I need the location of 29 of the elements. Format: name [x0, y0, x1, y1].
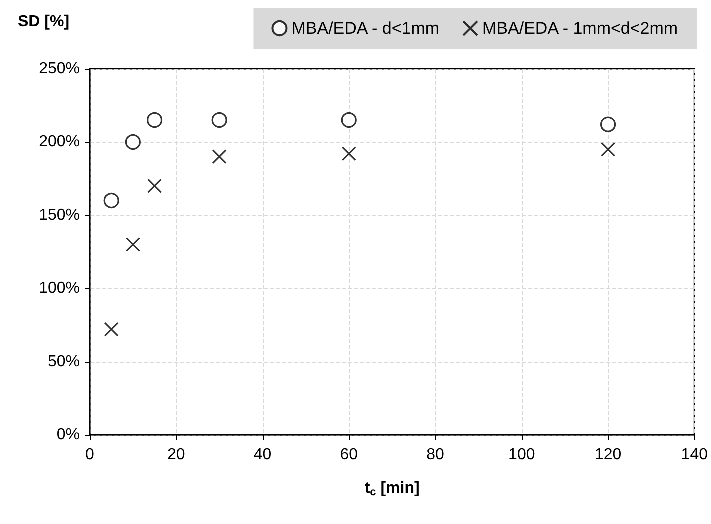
point — [342, 146, 356, 162]
x-tick-label: 40 — [254, 446, 272, 464]
y-tick-label: 200% — [39, 134, 80, 151]
y-tick-label: 100% — [39, 280, 80, 298]
point — [104, 192, 120, 209]
point — [147, 178, 162, 194]
x-tick-label: 80 — [426, 446, 445, 464]
y-tick-label: 250% — [39, 60, 80, 78]
x-tick-label: 60 — [340, 446, 358, 464]
y-axis-title: SD [%] — [18, 14, 70, 30]
point — [104, 322, 119, 337]
x-tick-label: 100 — [508, 446, 536, 464]
legend-label: MBA/EDA - d<1mm — [292, 19, 440, 38]
point — [341, 112, 357, 128]
point — [125, 134, 141, 150]
x-tick-label: 140 — [681, 446, 708, 464]
legend-label: MBA/EDA - 1mm<d<2mm — [482, 19, 678, 38]
point — [212, 112, 228, 128]
point — [600, 142, 616, 157]
y-tick-label: 0% — [56, 426, 80, 444]
x-tick-label: 20 — [167, 446, 186, 464]
point — [600, 116, 616, 132]
x-tick-label: 0 — [86, 446, 95, 464]
y-tick-label: 50% — [48, 353, 80, 370]
point — [212, 150, 227, 164]
point — [147, 112, 163, 128]
x-tick-label: 120 — [594, 446, 622, 464]
point — [126, 237, 140, 252]
y-tick-label: 150% — [39, 206, 80, 224]
